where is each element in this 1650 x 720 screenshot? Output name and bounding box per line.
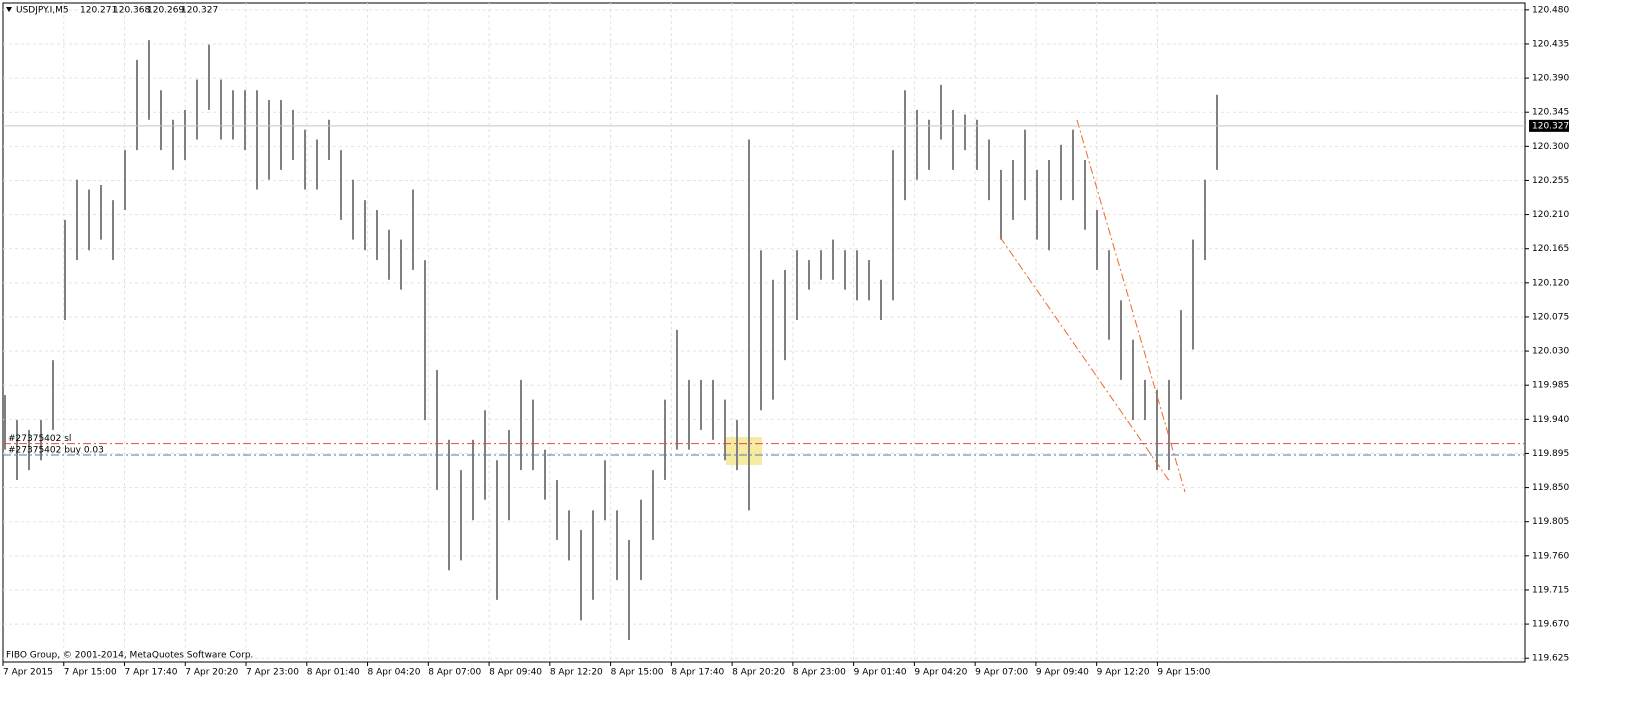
x-tick-label: 8 Apr 17:40 — [671, 668, 724, 678]
x-tick-label: 8 Apr 01:40 — [307, 668, 360, 678]
y-tick-label: 119.715 — [1532, 585, 1569, 595]
x-tick-label: 9 Apr 01:40 — [854, 668, 907, 678]
x-tick-label: 9 Apr 09:40 — [1036, 668, 1089, 678]
y-tick-label: 120.300 — [1532, 142, 1569, 152]
x-tick-label: 9 Apr 07:00 — [975, 668, 1028, 678]
x-tick-label: 8 Apr 07:00 — [428, 668, 481, 678]
x-tick-label: 8 Apr 20:20 — [732, 668, 785, 678]
y-tick-label: 119.760 — [1532, 551, 1569, 561]
trend-line — [999, 236, 1171, 483]
bar-high: 120.368 — [113, 6, 150, 16]
y-tick-label: 120.345 — [1532, 108, 1569, 118]
x-tick-label: 7 Apr 20:20 — [185, 668, 238, 678]
y-tick-label: 119.805 — [1532, 517, 1569, 527]
x-tick-label: 7 Apr 2015 — [3, 668, 53, 678]
y-tick-label: 119.625 — [1532, 654, 1569, 664]
bar-close: 120.327 — [181, 6, 218, 16]
highlight-box — [726, 437, 762, 465]
x-tick-label: 9 Apr 12:20 — [1097, 668, 1150, 678]
y-tick-label: 120.480 — [1532, 5, 1569, 15]
x-tick-label: 8 Apr 15:00 — [611, 668, 664, 678]
price-label-box — [1529, 119, 1569, 132]
y-tick-label: 119.985 — [1532, 381, 1569, 391]
grid — [3, 3, 1525, 662]
y-tick-label: 119.940 — [1532, 415, 1569, 425]
copyright: FIBO Group, © 2001-2014, MetaQuotes Soft… — [6, 651, 253, 661]
x-tick-label: 8 Apr 12:20 — [550, 668, 603, 678]
x-tick-label: 8 Apr 09:40 — [489, 668, 542, 678]
price-label: 120.327 — [1532, 121, 1569, 131]
y-tick-label: 120.210 — [1532, 210, 1569, 220]
x-tick-label: 7 Apr 17:40 — [125, 668, 178, 678]
y-tick-label: 120.075 — [1532, 312, 1569, 322]
x-tick-label: 7 Apr 23:00 — [246, 668, 299, 678]
y-tick-label: 119.895 — [1532, 449, 1569, 459]
y-tick-label: 120.390 — [1532, 74, 1569, 84]
bar-low: 120.269 — [147, 6, 184, 16]
plot-frame — [2, 2, 1526, 663]
x-tick-label: 9 Apr 04:20 — [914, 668, 967, 678]
order-label: #27375402 buy 0.03 — [8, 445, 104, 455]
y-tick-label: 120.030 — [1532, 347, 1569, 357]
symbol: USDJPY.I,M5 — [16, 6, 69, 16]
y-tick-label: 119.850 — [1532, 483, 1569, 493]
x-tick-label: 8 Apr 04:20 — [368, 668, 421, 678]
y-tick-label: 120.120 — [1532, 278, 1569, 288]
y-tick-label: 120.435 — [1532, 39, 1569, 49]
order-label: #27375402 sl — [8, 434, 71, 444]
x-tick-label: 7 Apr 15:00 — [64, 668, 117, 678]
y-tick-label: 120.165 — [1532, 244, 1569, 254]
overlays: #27375402 sl#27375402 buy 0.03 120.327 — [3, 119, 1569, 456]
y-tick-label: 120.255 — [1532, 176, 1569, 186]
bar-open: 120.271 — [80, 6, 117, 16]
trend-line — [1076, 119, 1186, 493]
x-tick-label: 8 Apr 23:00 — [793, 668, 846, 678]
menu-arrow[interactable] — [6, 7, 12, 12]
x-tick-label: 9 Apr 15:00 — [1157, 668, 1210, 678]
y-tick-label: 119.670 — [1532, 620, 1569, 630]
